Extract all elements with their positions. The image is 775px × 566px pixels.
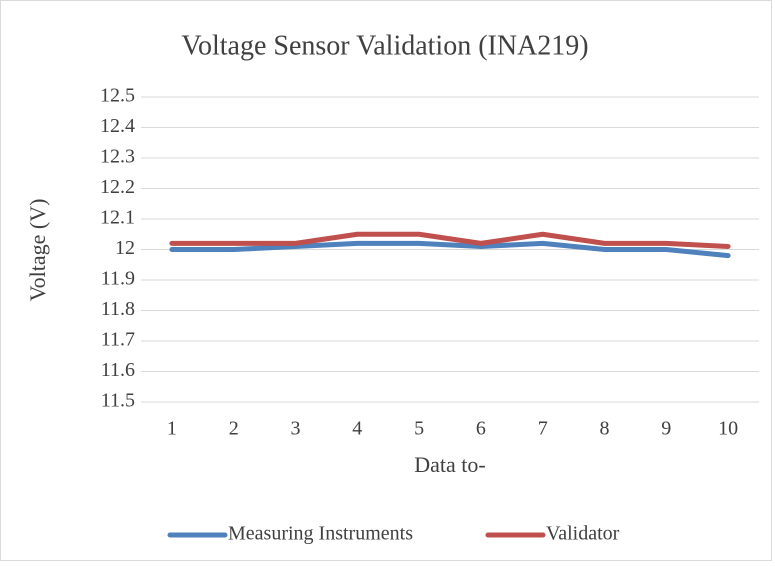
x-tick-label: 7 [538, 418, 548, 440]
chart-title: Voltage Sensor Validation (INA219) [181, 30, 588, 61]
x-tick-label: 8 [600, 418, 610, 440]
x-tick-label: 5 [414, 418, 424, 440]
legend-label: Measuring Instruments [228, 523, 413, 545]
y-tick-label: 11.9 [101, 268, 135, 290]
y-tick-label: 11.5 [101, 390, 135, 412]
x-tick-label: 6 [476, 418, 486, 440]
y-tick-label: 12.4 [100, 115, 135, 137]
x-axis-label: Data to- [414, 452, 485, 477]
legend-label: Validator [546, 523, 620, 545]
y-axis-label: Voltage (V) [25, 199, 50, 302]
y-tick-label: 12.2 [100, 176, 135, 198]
y-tick-label: 12 [115, 237, 135, 259]
y-tick-label: 12.5 [100, 85, 135, 107]
y-tick-label: 12.1 [100, 207, 135, 229]
y-tick-label: 11.6 [101, 359, 135, 381]
x-tick-label: 1 [167, 418, 177, 440]
data-line [169, 240, 731, 259]
data-line [169, 231, 731, 249]
x-tick-label: 3 [291, 418, 301, 440]
x-tick-label: 2 [229, 418, 239, 440]
x-tick-label: 4 [352, 418, 362, 440]
x-tick-label: 9 [661, 418, 671, 440]
y-tick-label: 11.7 [101, 329, 135, 351]
x-tick-label: 10 [718, 418, 738, 440]
y-tick-label: 11.8 [101, 298, 135, 320]
y-tick-label: 12.3 [100, 146, 135, 168]
